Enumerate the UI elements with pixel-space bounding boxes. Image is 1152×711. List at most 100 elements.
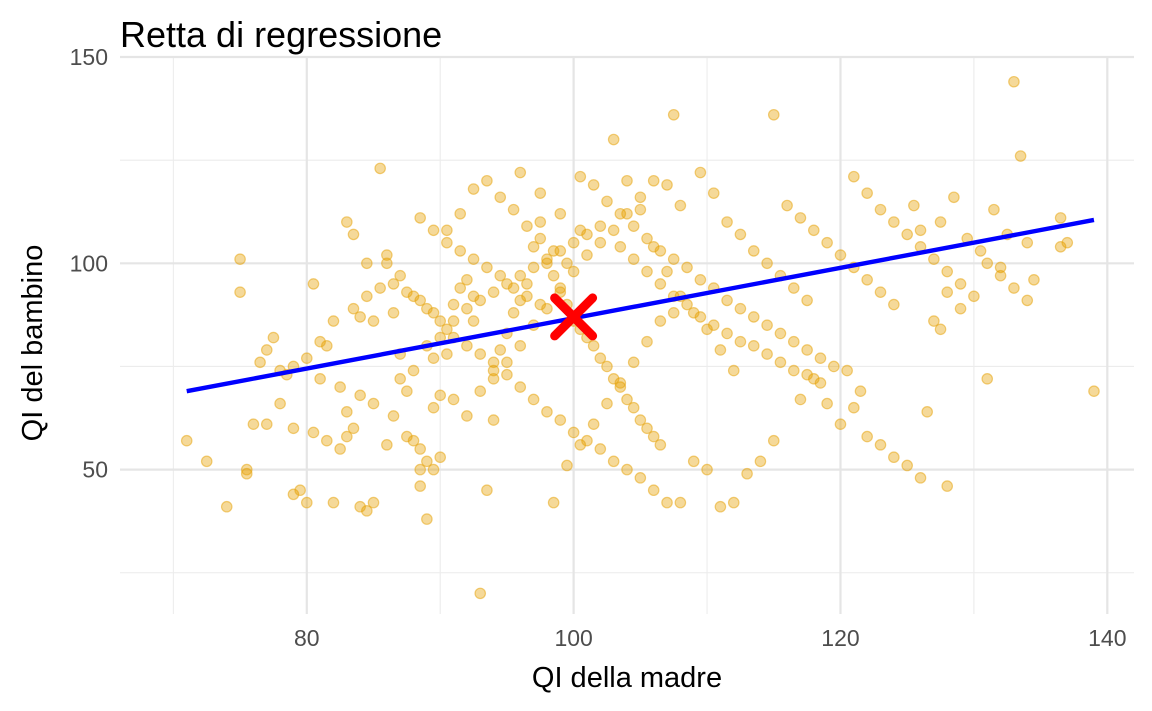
data-point: [474, 385, 487, 397]
x-tick-label: 100: [554, 625, 592, 651]
data-point: [614, 377, 627, 389]
data-point: [501, 356, 513, 369]
data-point: [694, 273, 707, 286]
data-point: [888, 216, 900, 228]
data-point: [941, 286, 954, 298]
y-tick-label: 100: [70, 250, 108, 276]
data-point: [461, 340, 473, 352]
data-point: [434, 451, 447, 464]
data-point: [787, 282, 800, 294]
data-point: [307, 278, 320, 290]
data-point: [594, 220, 607, 232]
data-point: [467, 183, 480, 195]
data-point: [981, 373, 994, 385]
data-point: [707, 319, 720, 331]
data-point: [681, 298, 693, 311]
y-axis-title: QI del bambino: [17, 245, 49, 442]
data-point: [634, 472, 647, 484]
data-point: [354, 500, 366, 513]
data-point: [874, 203, 887, 216]
data-point: [461, 273, 473, 286]
data-point: [747, 340, 760, 352]
data-point: [667, 108, 680, 121]
data-point: [674, 496, 687, 509]
data-point: [621, 463, 633, 476]
data-point: [514, 381, 527, 393]
data-point: [561, 459, 573, 472]
data-point: [381, 257, 393, 270]
data-point: [467, 290, 480, 303]
data-point: [914, 472, 927, 484]
data-point: [514, 294, 527, 307]
data-point: [494, 191, 507, 204]
data-point: [848, 401, 860, 414]
data-point: [554, 414, 567, 426]
data-point: [694, 311, 707, 323]
data-point: [454, 207, 467, 220]
data-point: [314, 373, 326, 385]
data-point: [607, 224, 620, 237]
data-point: [401, 385, 413, 397]
data-point: [687, 455, 700, 468]
data-point: [794, 212, 807, 224]
data-point: [314, 335, 326, 348]
data-point: [421, 455, 433, 468]
data-point: [641, 265, 653, 278]
data-point: [821, 397, 833, 410]
data-point: [801, 294, 813, 307]
data-point: [414, 212, 426, 224]
data-point: [941, 265, 954, 278]
data-point: [294, 484, 306, 497]
data-point: [300, 352, 313, 364]
data-point: [627, 220, 640, 232]
data-point: [687, 307, 700, 319]
data-point: [300, 496, 313, 509]
data-point: [634, 203, 647, 216]
data-point: [341, 406, 353, 418]
y-tick-label: 150: [70, 44, 108, 70]
data-point: [441, 348, 453, 360]
data-point: [367, 496, 380, 509]
data-point: [347, 422, 360, 435]
data-point: [661, 496, 673, 509]
data-point: [507, 282, 520, 294]
axis-ticks: 80 100 120 140 50 100 150: [70, 44, 1127, 651]
data-point: [487, 364, 500, 377]
data-point: [341, 216, 353, 228]
data-point: [507, 203, 520, 216]
data-point: [674, 199, 687, 212]
data-point: [414, 463, 426, 476]
data-point: [1088, 385, 1100, 397]
data-point: [494, 344, 507, 356]
data-point: [981, 257, 994, 270]
data-point: [1021, 294, 1034, 307]
chart-title: Retta di regressione: [120, 14, 442, 55]
data-point: [761, 257, 773, 270]
data-point: [1021, 236, 1034, 249]
data-point: [914, 224, 927, 237]
data-point: [254, 356, 266, 369]
data-point: [334, 443, 346, 455]
data-point: [828, 360, 840, 373]
data-point: [180, 434, 193, 447]
data-point: [574, 170, 587, 183]
data-point: [534, 298, 547, 311]
data-point: [607, 133, 620, 146]
data-point: [534, 216, 547, 228]
data-point: [988, 203, 1000, 216]
data-point: [374, 162, 386, 175]
data-point: [761, 319, 773, 331]
data-point: [754, 455, 767, 468]
data-point: [814, 377, 827, 389]
data-point: [401, 430, 413, 443]
data-point: [767, 108, 780, 121]
data-point: [581, 228, 593, 241]
data-point: [427, 352, 440, 364]
data-point: [794, 393, 807, 406]
data-point: [414, 443, 426, 455]
data-point: [381, 249, 393, 261]
data-point: [661, 265, 673, 278]
data-point: [781, 199, 793, 212]
data-point: [514, 269, 527, 282]
data-point: [614, 207, 627, 220]
